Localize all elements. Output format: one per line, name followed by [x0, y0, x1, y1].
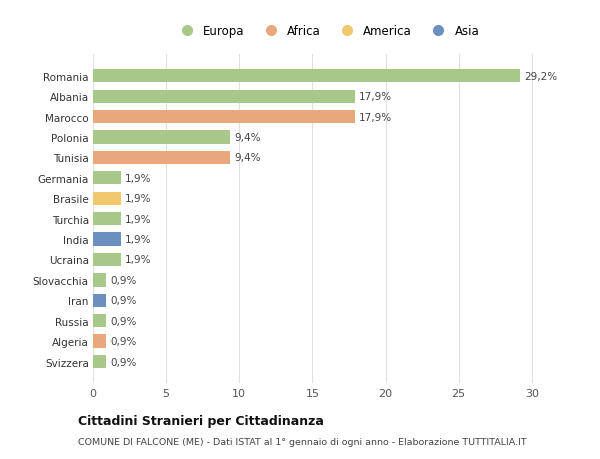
Text: 17,9%: 17,9% [359, 112, 392, 123]
Bar [93, 111, 355, 124]
Bar [93, 192, 121, 206]
Text: 0,9%: 0,9% [110, 296, 137, 306]
Bar [93, 355, 106, 368]
Text: 0,9%: 0,9% [110, 357, 137, 367]
Text: 17,9%: 17,9% [359, 92, 392, 102]
Bar [93, 131, 230, 144]
Bar [93, 274, 106, 287]
Text: 0,9%: 0,9% [110, 275, 137, 285]
Bar [93, 294, 106, 307]
Text: 9,4%: 9,4% [235, 133, 262, 143]
Text: 0,9%: 0,9% [110, 336, 137, 347]
Bar [93, 233, 121, 246]
Text: COMUNE DI FALCONE (ME) - Dati ISTAT al 1° gennaio di ogni anno - Elaborazione TU: COMUNE DI FALCONE (ME) - Dati ISTAT al 1… [78, 437, 527, 446]
Bar [93, 70, 520, 83]
Legend: Europa, Africa, America, Asia: Europa, Africa, America, Asia [171, 22, 483, 42]
Text: 1,9%: 1,9% [125, 194, 152, 204]
Text: 1,9%: 1,9% [125, 255, 152, 265]
Bar [93, 90, 355, 104]
Text: 9,4%: 9,4% [235, 153, 262, 163]
Bar [93, 253, 121, 267]
Text: 1,9%: 1,9% [125, 235, 152, 245]
Text: 29,2%: 29,2% [524, 72, 557, 82]
Text: Cittadini Stranieri per Cittadinanza: Cittadini Stranieri per Cittadinanza [78, 414, 324, 428]
Bar [93, 335, 106, 348]
Text: 1,9%: 1,9% [125, 174, 152, 184]
Bar [93, 213, 121, 226]
Bar [93, 151, 230, 165]
Text: 0,9%: 0,9% [110, 316, 137, 326]
Text: 1,9%: 1,9% [125, 214, 152, 224]
Bar [93, 172, 121, 185]
Bar [93, 314, 106, 328]
